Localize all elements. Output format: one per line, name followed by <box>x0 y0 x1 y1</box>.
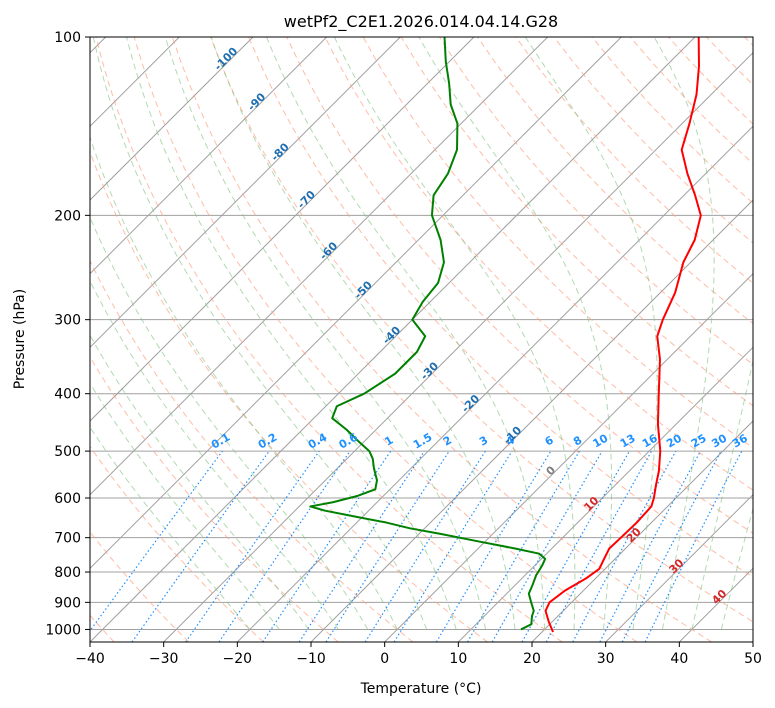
mixing-ratio-line <box>545 450 653 642</box>
isobar-gridlines <box>90 37 753 630</box>
isotherm-line <box>90 37 401 349</box>
isotherm-line <box>531 420 753 642</box>
x-tick-label: 10 <box>449 651 467 667</box>
isotherm-line <box>605 493 753 642</box>
isotherm-line <box>90 37 549 496</box>
isotherm-line <box>90 37 696 642</box>
y-tick-label: 400 <box>54 387 81 403</box>
y-tick-label: 500 <box>54 444 81 460</box>
y-tick-label: 100 <box>54 30 81 46</box>
x-axis-label: Temperature (°C) <box>360 681 482 697</box>
dry-adiabat-line <box>248 37 753 578</box>
y-tick-label: 1000 <box>45 622 81 638</box>
isotherm-line <box>457 346 753 642</box>
x-tick-label: 30 <box>597 651 615 667</box>
moist-adiabat-line <box>90 215 369 630</box>
dry-adiabat-line <box>515 37 753 284</box>
y-tick-label: 600 <box>54 491 81 507</box>
mixing-ratio-line <box>90 450 223 632</box>
mixing-ratio-line <box>218 450 351 642</box>
moist-adiabat-line <box>126 37 457 630</box>
moist-adiabat-line <box>90 279 339 630</box>
x-tick-label: −30 <box>149 651 179 667</box>
x-tick-label: 20 <box>523 651 541 667</box>
dry-adiabat-line <box>171 37 712 642</box>
x-tick-label: −20 <box>223 651 253 667</box>
mixing-ratio-line <box>521 450 631 642</box>
dry-adiabat-line <box>324 37 753 491</box>
moist-adiabat-line <box>90 382 280 630</box>
mixing-ratio-line <box>644 450 743 642</box>
sounding-series <box>309 37 702 633</box>
isotherm-gridlines <box>90 37 753 642</box>
mixing-ratio-line <box>393 450 513 642</box>
moist-adiabat-line <box>720 506 753 630</box>
isotherm-line <box>163 51 753 642</box>
isotherm-line <box>90 37 328 275</box>
y-tick-label: 800 <box>54 565 81 581</box>
y-tick-label: 200 <box>54 208 81 224</box>
chart-title: wetPf2_C2E1.2026.014.04.14.G28 <box>284 12 558 32</box>
x-tick-label: 0 <box>380 651 389 667</box>
moist-adiabat-line <box>418 37 613 630</box>
mixing-ratio-line <box>572 450 677 642</box>
isotherm-line <box>90 37 254 201</box>
y-tick-label: 700 <box>54 531 81 547</box>
isotherm-line <box>236 125 753 642</box>
moist-adiabat-line <box>524 37 658 630</box>
x-tick-label: −10 <box>296 651 326 667</box>
y-axis-ticks: 100 200 300 400 500 600 700 800 900 1000 <box>45 30 90 638</box>
dry-adiabats <box>90 37 753 642</box>
moist-adiabat-line <box>164 37 487 630</box>
y-tick-label: 300 <box>54 313 81 329</box>
mixing-ratio-line <box>298 450 425 642</box>
isotherm-line <box>384 272 753 642</box>
x-axis-ticks: −40 −30 −20 −10 0 10 20 30 40 50 <box>75 642 762 667</box>
plot-area <box>90 37 753 642</box>
mixing-ratio-line <box>131 450 270 642</box>
moist-adiabat-line <box>691 358 753 630</box>
moist-adiabat-line <box>210 37 516 630</box>
isotherm-line <box>90 37 475 422</box>
dry-adiabat-line <box>90 445 264 642</box>
moist-adiabat-line <box>653 37 715 630</box>
dry-adiabat-line <box>90 356 339 642</box>
y-axis-label: Pressure (hPa) <box>12 289 28 389</box>
moist-adiabat-line <box>266 37 546 630</box>
y-tick-label: 900 <box>54 595 81 611</box>
isotherm-line <box>90 37 622 570</box>
moist-adiabat-line <box>90 334 310 630</box>
dewpoint-profile-line <box>309 37 547 631</box>
dry-adiabat-line <box>286 37 753 534</box>
dry-adiabat-line <box>210 37 753 623</box>
temperature-profile-line <box>544 37 702 633</box>
moist-adiabats <box>90 37 753 630</box>
x-tick-label: −40 <box>75 651 105 667</box>
moist-adiabat-line <box>90 135 398 630</box>
mixing-ratio-line <box>185 450 320 642</box>
plot-frame <box>89 36 754 643</box>
moist-adiabat-line <box>90 426 251 630</box>
dry-adiabat-line <box>90 259 414 642</box>
mixing-ratio-line <box>325 450 450 642</box>
dry-adiabat-line <box>95 37 563 642</box>
x-tick-label: 50 <box>744 651 762 667</box>
x-tick-label: 40 <box>670 651 688 667</box>
moist-adiabat-line <box>92 37 428 630</box>
